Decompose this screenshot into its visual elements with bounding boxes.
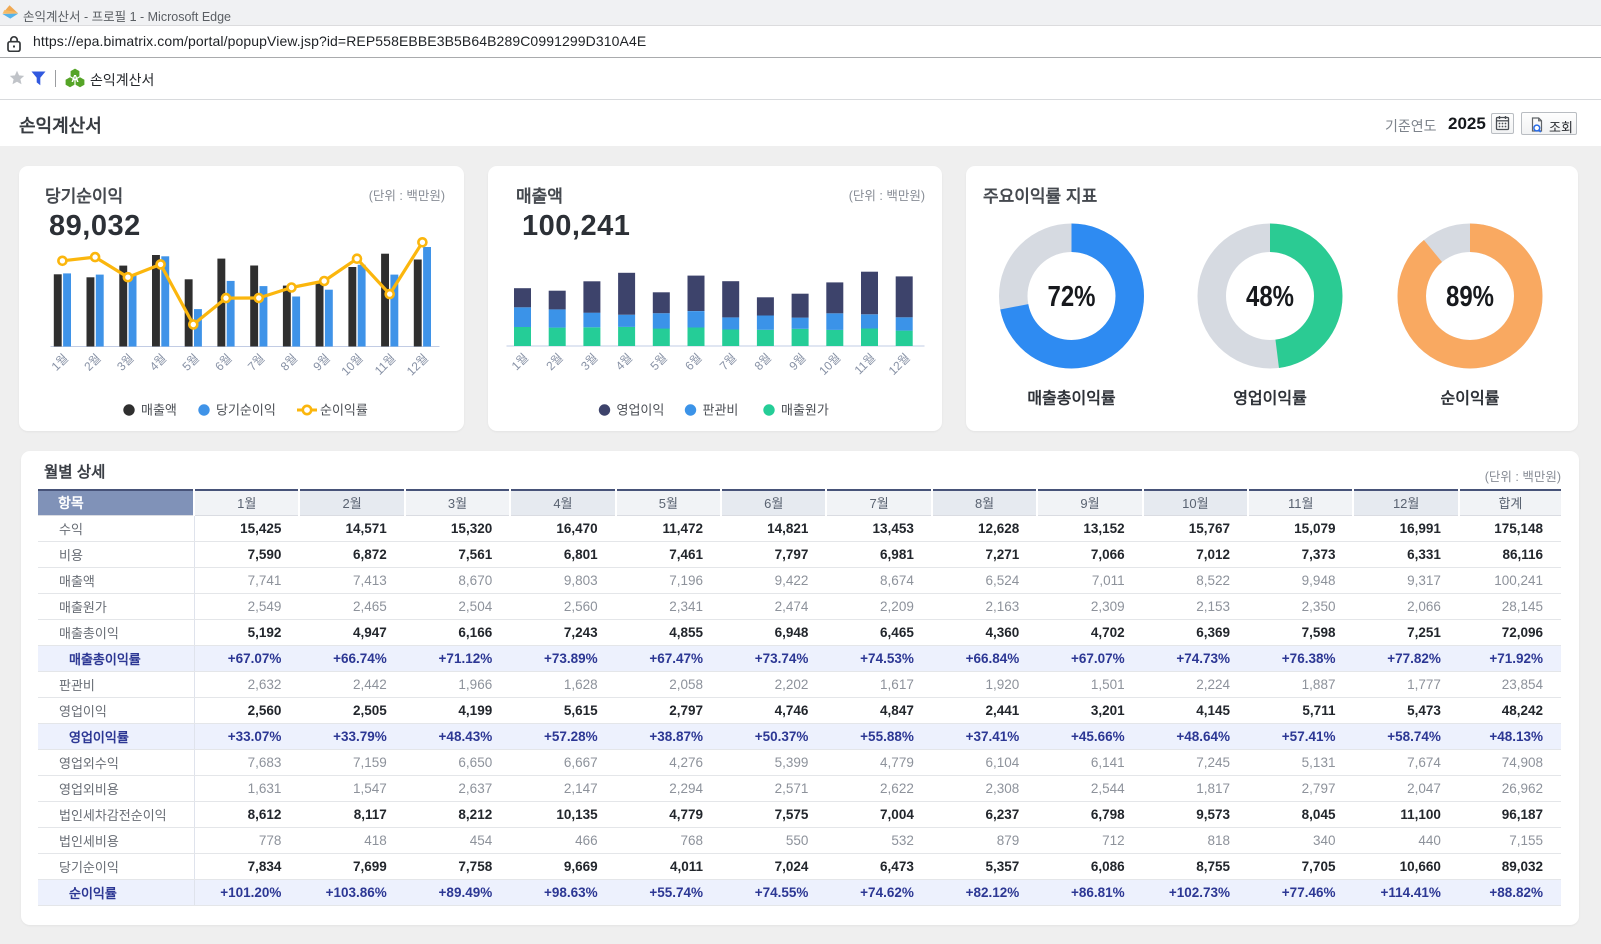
svg-text:당기순이익: 당기순이익 xyxy=(216,403,276,418)
svg-text:7월: 7월 xyxy=(717,351,739,373)
svg-text:12월: 12월 xyxy=(886,351,913,378)
svg-text:10월: 10월 xyxy=(338,351,365,378)
svg-text:매출총이익률: 매출총이익률 xyxy=(1027,389,1116,408)
svg-text:12월: 12월 xyxy=(404,351,431,378)
svg-text:6월: 6월 xyxy=(212,351,234,373)
svg-text:1월: 1월 xyxy=(49,351,71,373)
svg-text:89%: 89% xyxy=(1446,281,1494,313)
svg-text:11월: 11월 xyxy=(372,351,399,378)
svg-text:매출원가: 매출원가 xyxy=(781,403,829,418)
svg-text:3월: 3월 xyxy=(578,351,600,373)
svg-text:9월: 9월 xyxy=(310,351,332,373)
svg-text:7월: 7월 xyxy=(245,351,267,373)
svg-text:9월: 9월 xyxy=(786,351,808,373)
svg-text:A: A xyxy=(71,73,79,85)
svg-text:판관비: 판관비 xyxy=(703,403,739,418)
svg-text:영업이익: 영업이익 xyxy=(617,403,665,418)
svg-text:2월: 2월 xyxy=(81,351,103,373)
svg-text:5월: 5월 xyxy=(647,351,669,373)
svg-text:11월: 11월 xyxy=(852,351,879,378)
svg-text:순이익률: 순이익률 xyxy=(1441,389,1500,408)
svg-text:8월: 8월 xyxy=(278,351,300,373)
svg-text:4월: 4월 xyxy=(147,351,169,373)
svg-text:5월: 5월 xyxy=(179,351,201,373)
svg-text:순이익률: 순이익률 xyxy=(320,403,368,418)
svg-text:매출액: 매출액 xyxy=(141,403,177,418)
svg-text:영업이익률: 영업이익률 xyxy=(1233,389,1307,408)
svg-text:72%: 72% xyxy=(1048,281,1096,313)
svg-text:3월: 3월 xyxy=(114,351,136,373)
svg-text:2월: 2월 xyxy=(543,351,565,373)
svg-text:1월: 1월 xyxy=(509,351,531,373)
svg-text:48%: 48% xyxy=(1246,281,1294,313)
svg-text:10월: 10월 xyxy=(816,351,843,378)
svg-text:6월: 6월 xyxy=(682,351,704,373)
svg-text:4월: 4월 xyxy=(613,351,635,373)
svg-text:8월: 8월 xyxy=(752,351,774,373)
